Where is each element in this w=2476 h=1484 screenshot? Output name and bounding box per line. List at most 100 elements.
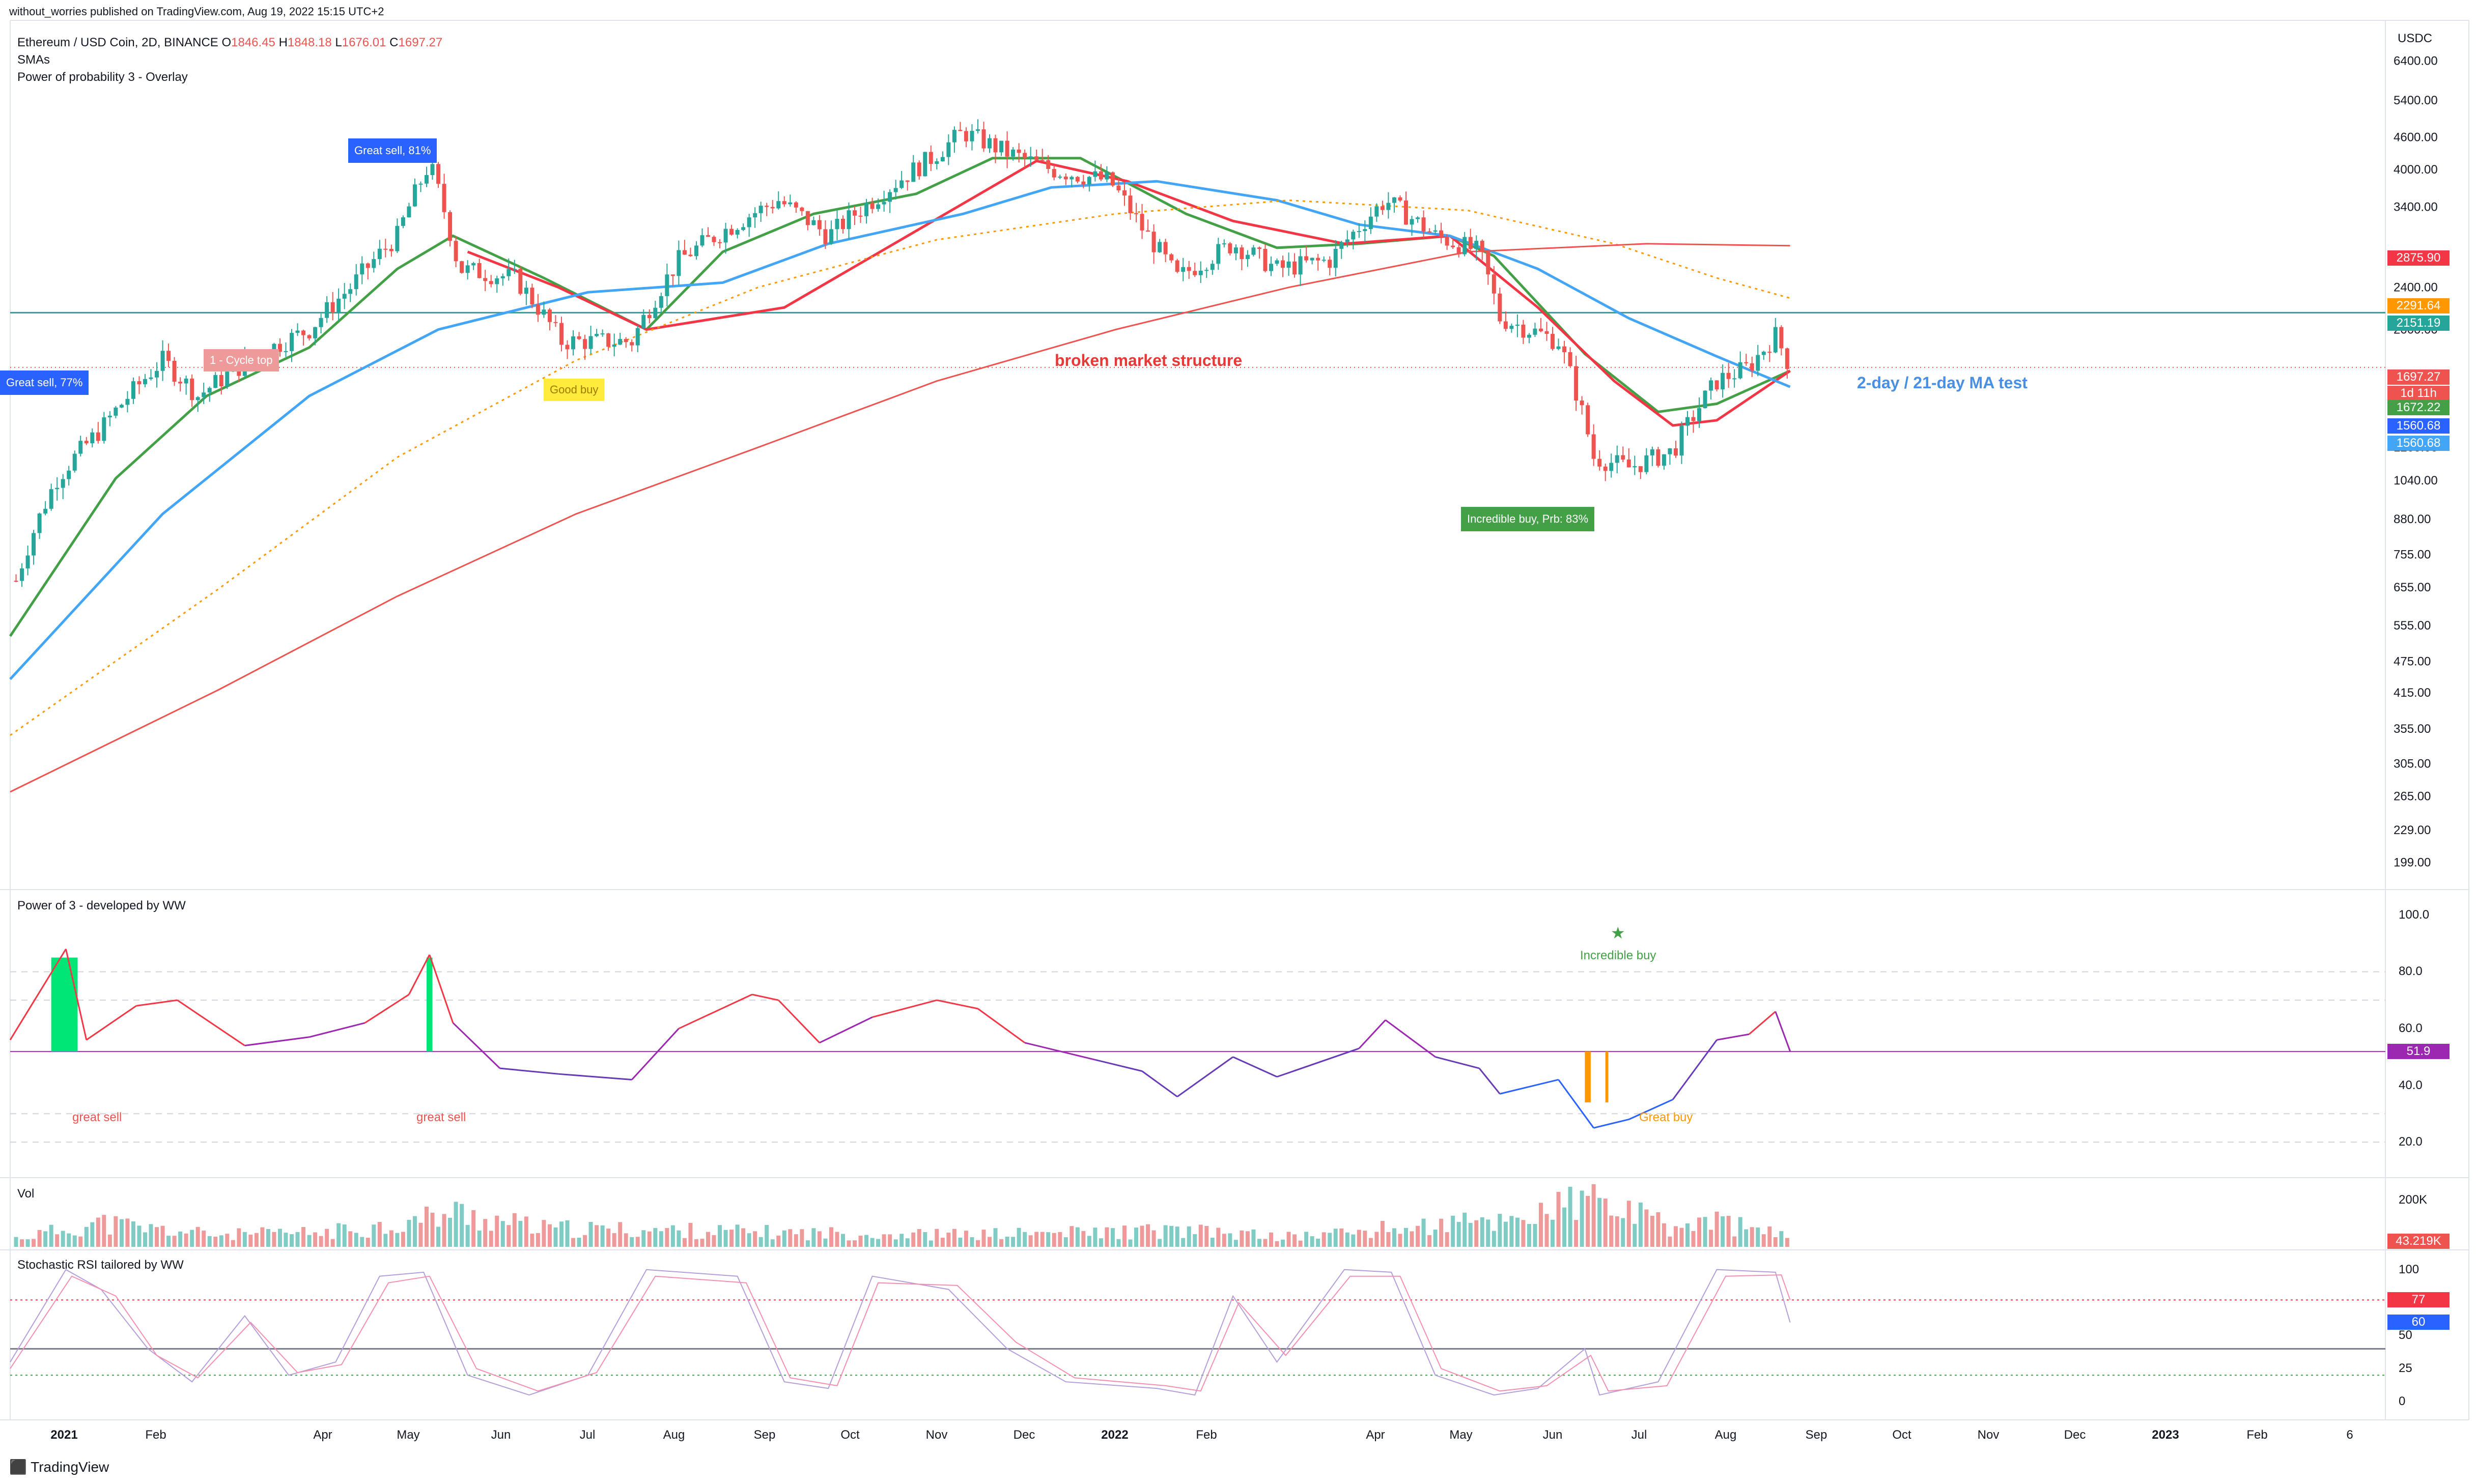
volume-bar <box>1650 1216 1654 1247</box>
volume-bar <box>1462 1212 1467 1247</box>
candle-body <box>1105 172 1109 180</box>
volume-bar <box>1374 1232 1379 1247</box>
candle-body <box>1515 324 1520 326</box>
candle-body <box>20 568 24 581</box>
volume-bar <box>888 1234 892 1247</box>
volume-bar <box>90 1222 95 1247</box>
candle-body <box>477 263 482 278</box>
volume-bar <box>1210 1238 1215 1247</box>
candle-body <box>993 138 998 153</box>
candle-body <box>1087 177 1091 185</box>
volume-bar <box>817 1231 822 1247</box>
volume-bar <box>1568 1186 1572 1247</box>
candle-body <box>870 203 875 209</box>
volume-bar <box>829 1227 833 1247</box>
price-tick-label: 4600.00 <box>2394 131 2438 145</box>
power-pane-title[interactable]: Power of 3 - developed by WW <box>17 899 186 912</box>
volume-bar <box>1662 1223 1666 1247</box>
volume-bar <box>1257 1239 1261 1247</box>
candle-body <box>1527 334 1531 338</box>
volume-bar <box>1738 1217 1742 1247</box>
sma-line-5 <box>10 243 1790 793</box>
candle-body <box>395 225 400 251</box>
volume-bar <box>424 1206 429 1247</box>
volume-bar <box>448 1217 453 1247</box>
candle-body <box>988 138 992 149</box>
candle-body <box>1439 230 1444 237</box>
candle-body <box>336 298 341 313</box>
volume-bar <box>723 1230 728 1247</box>
volume-bar <box>1005 1236 1009 1247</box>
indicator-power-overlay-legend[interactable]: Power of probability 3 - Overlay <box>17 70 188 84</box>
candle-body <box>372 259 376 268</box>
volume-bar <box>1233 1240 1238 1247</box>
volume-bar <box>260 1227 265 1247</box>
tradingview-logo[interactable]: ⬛ TradingView <box>9 1459 109 1475</box>
volume-bar <box>1427 1235 1432 1247</box>
candle-body <box>1474 241 1479 249</box>
volume-bar <box>747 1233 751 1247</box>
volume-bar <box>1070 1226 1074 1247</box>
volume-bar <box>32 1239 36 1247</box>
power-line-segment <box>1672 1039 1718 1100</box>
volume-bar <box>1310 1236 1314 1247</box>
volume-bar <box>1204 1225 1209 1247</box>
volume-bar <box>776 1235 781 1247</box>
candle-body <box>172 360 177 382</box>
time-label: 2023 <box>2152 1428 2179 1442</box>
candle-body <box>1486 251 1490 275</box>
candle-body <box>970 131 974 141</box>
volume-bar <box>407 1219 411 1247</box>
candle-body <box>641 315 646 328</box>
candle-body <box>1533 328 1537 335</box>
candle-body <box>1269 264 1274 271</box>
power-line-segment <box>558 1073 632 1080</box>
volume-bar <box>1756 1227 1760 1247</box>
candle-body <box>876 204 881 209</box>
volume-bar <box>1140 1225 1144 1247</box>
price-tag: 1d 11h <box>2387 386 2450 401</box>
time-label: Aug <box>1714 1428 1737 1442</box>
candle-body <box>1738 362 1742 379</box>
power-line-segment <box>1095 1059 1142 1072</box>
candle-body <box>1521 324 1526 338</box>
volume-bar <box>401 1232 405 1247</box>
candle-body <box>588 336 593 349</box>
stoch-pane-title[interactable]: Stochastic RSI tailored by WW <box>17 1258 184 1272</box>
volume-bar <box>1304 1232 1309 1247</box>
vol-pane-title[interactable]: Vol <box>17 1187 35 1201</box>
volume-bar <box>143 1232 147 1247</box>
volume-bar <box>1046 1232 1051 1247</box>
candle-body <box>166 351 171 361</box>
candle-body <box>659 296 663 308</box>
indicator-sma-legend[interactable]: SMAs <box>17 53 50 67</box>
volume-bar <box>1556 1192 1561 1247</box>
candle-body <box>67 470 71 479</box>
candle-body <box>465 265 470 273</box>
price-tick-label: 199.00 <box>2394 855 2431 869</box>
candle-body <box>1574 366 1579 401</box>
power-great-sell-1: great sell <box>72 1110 122 1124</box>
candle-body <box>195 397 200 401</box>
candle-body <box>524 288 528 294</box>
power-line-segment <box>309 1022 365 1038</box>
volume-bar <box>1403 1228 1408 1247</box>
price-tick-label: 229.00 <box>2394 823 2431 837</box>
candle-body <box>1216 244 1221 264</box>
candle-body <box>1668 448 1672 454</box>
volume-bar <box>489 1231 493 1247</box>
candle-body <box>923 152 927 177</box>
candle-body <box>929 152 933 164</box>
candle-body <box>55 488 60 490</box>
volume-bar <box>1363 1231 1367 1247</box>
candle-body <box>49 489 53 509</box>
candle-body <box>1116 185 1121 191</box>
volume-bar <box>1544 1214 1549 1247</box>
candle-body <box>1721 373 1725 390</box>
candle-body <box>1169 254 1174 261</box>
volume-bar <box>49 1224 53 1247</box>
volume-bar <box>1750 1227 1754 1247</box>
candle-body <box>78 441 83 454</box>
candle-body <box>829 229 833 244</box>
